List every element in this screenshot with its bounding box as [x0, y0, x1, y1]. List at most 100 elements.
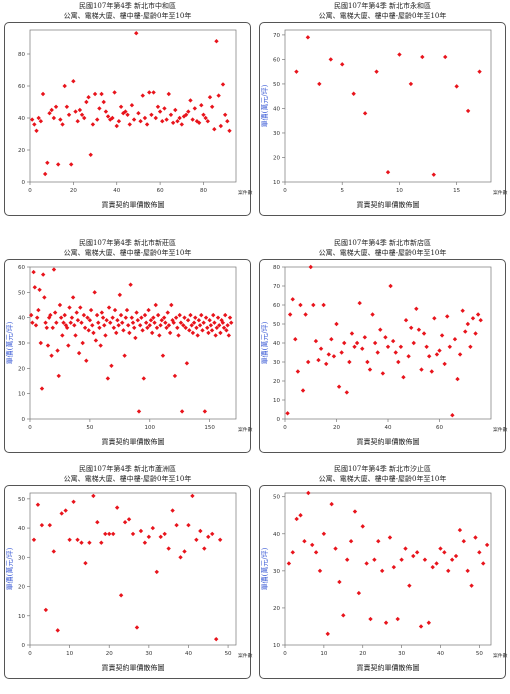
data-point — [131, 325, 137, 330]
data-point — [145, 325, 150, 330]
data-point — [155, 312, 161, 318]
data-point — [170, 508, 175, 513]
data-point — [187, 328, 192, 333]
data-point — [139, 315, 144, 320]
data-point — [147, 90, 152, 95]
x-axis-label: 買賣契約單價散佈圖 — [356, 664, 420, 672]
y-tick-label: 30 — [273, 131, 280, 137]
data-point — [325, 631, 330, 637]
data-point — [200, 328, 205, 333]
data-point — [45, 343, 51, 348]
data-point — [111, 325, 117, 330]
x-tick-label: 100 — [145, 425, 156, 431]
y-tick-label: 20 — [273, 379, 280, 385]
data-point — [218, 330, 223, 336]
data-point — [60, 122, 65, 127]
data-point — [285, 411, 290, 416]
data-point — [91, 493, 96, 499]
chart-title: 民國107年第4季 新北市新莊區 — [78, 239, 177, 247]
data-point — [182, 549, 187, 554]
x-tick-label: 60 — [436, 425, 443, 431]
data-point — [220, 82, 226, 87]
data-point — [103, 109, 109, 114]
data-point — [112, 307, 118, 313]
data-point — [153, 302, 158, 308]
data-point — [152, 320, 157, 325]
data-point — [216, 93, 221, 98]
data-point — [90, 323, 95, 328]
data-point — [58, 315, 64, 320]
data-point — [206, 330, 211, 336]
data-point — [287, 312, 293, 317]
scatter-plot: 0 10 20 30 40 50 60 0 50 100 150 案件數 單價(萬元/坪) — [5, 265, 253, 433]
data-point — [170, 318, 175, 323]
data-point — [337, 579, 342, 585]
y-tick-label: 40 — [273, 106, 280, 112]
data-point — [121, 328, 126, 333]
data-point — [177, 312, 182, 318]
y-tick-label: 0 — [277, 417, 281, 423]
data-point — [74, 310, 79, 315]
data-point — [47, 522, 53, 528]
data-point — [344, 557, 350, 562]
x-axis-unit-label: 案件數 — [493, 426, 508, 433]
data-point — [167, 330, 173, 336]
data-point — [66, 343, 71, 348]
data-point — [364, 561, 369, 566]
data-point — [31, 269, 36, 275]
data-point — [329, 501, 334, 507]
y-tick-label: 20 — [18, 148, 25, 154]
data-point — [34, 128, 39, 133]
data-point — [124, 307, 130, 313]
chart-subtitle: 公寓、電梯大廈、樓中樓-屋齡0年至10年 — [318, 475, 447, 483]
x-tick-label: 15 — [453, 188, 460, 194]
data-point — [142, 312, 148, 318]
data-point — [321, 531, 327, 536]
data-point — [63, 508, 68, 513]
data-point — [56, 373, 61, 379]
data-point — [199, 312, 204, 318]
data-point — [173, 107, 178, 113]
data-point — [295, 369, 301, 374]
data-point — [96, 320, 101, 325]
data-point — [100, 315, 106, 320]
data-point — [158, 323, 163, 328]
data-point — [336, 384, 342, 389]
x-tick-label: 30 — [145, 651, 152, 657]
data-point — [357, 300, 362, 306]
data-point — [135, 318, 140, 323]
data-point — [308, 264, 313, 270]
x-tick-label: 0 — [283, 188, 287, 194]
data-point — [179, 122, 184, 127]
data-point — [107, 531, 112, 537]
data-point — [356, 590, 362, 596]
data-point — [136, 409, 142, 414]
data-point — [140, 328, 145, 333]
data-point — [77, 107, 83, 113]
y-axis-label: 單價(萬元/坪) — [260, 84, 269, 127]
data-point — [149, 330, 155, 336]
data-point — [148, 318, 154, 323]
data-point — [161, 315, 167, 320]
data-point — [127, 330, 132, 336]
data-point — [144, 122, 150, 127]
data-point — [481, 561, 486, 566]
data-point — [43, 320, 48, 325]
data-point — [97, 325, 102, 330]
data-point — [214, 325, 220, 330]
data-point — [40, 272, 46, 277]
data-point — [193, 315, 198, 320]
data-point — [424, 344, 429, 349]
data-point — [397, 52, 402, 57]
data-point — [75, 119, 80, 124]
data-point — [66, 112, 72, 117]
data-point — [212, 127, 217, 132]
data-point — [334, 321, 339, 327]
x-tick-label: 0 — [28, 425, 32, 431]
data-point — [420, 54, 425, 60]
data-point — [179, 409, 185, 414]
data-point — [188, 312, 193, 318]
data-point — [171, 320, 176, 325]
data-point — [352, 344, 357, 349]
x-tick-label: 50 — [476, 651, 483, 657]
